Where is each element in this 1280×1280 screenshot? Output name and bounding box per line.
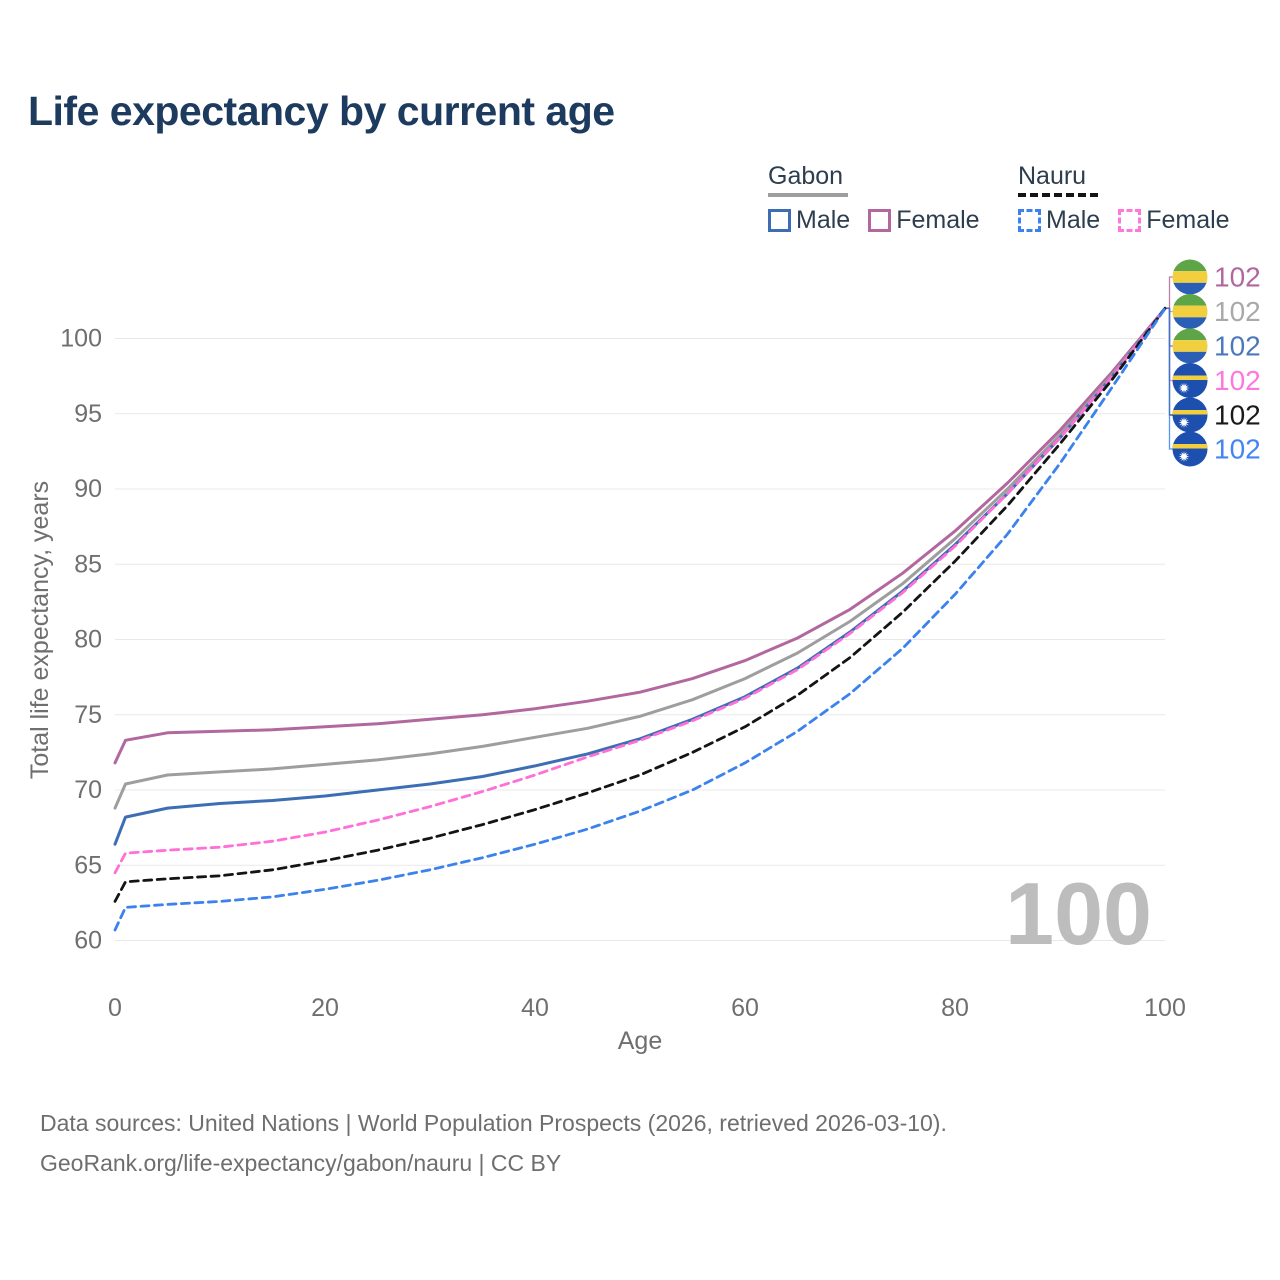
legend-group-nauru: Nauru Male Female xyxy=(1018,162,1230,235)
nauru-flag-icon xyxy=(1172,431,1208,467)
gabon-flag-icon xyxy=(1172,259,1208,295)
gabon-female-swatch-icon xyxy=(868,209,892,232)
series-line-nauru-both-sexes[interactable] xyxy=(113,307,1167,903)
nauru-line-style-swatch xyxy=(1018,193,1098,197)
x-tick-label-100: 100 xyxy=(1144,994,1186,1022)
nauru-female-swatch-icon xyxy=(1118,209,1142,232)
y-tick-label-95: 95 xyxy=(74,400,102,428)
legend-item-nauru-male-label: Male xyxy=(1046,206,1101,234)
end-value-label-nauru-male: 102 xyxy=(1214,434,1261,465)
series-line-nauru-male[interactable] xyxy=(113,307,1167,932)
series-line-gabon-female[interactable] xyxy=(113,306,1167,765)
end-value-label-gabon-both-sexes: 102 xyxy=(1214,296,1261,327)
x-tick-label-20: 20 xyxy=(311,994,339,1022)
footer-attribution-link[interactable]: GeoRank.org/life-expectancy/gabon/nauru … xyxy=(40,1150,562,1176)
y-tick-label-100: 100 xyxy=(60,325,102,353)
leader-line-nauru-male xyxy=(1165,307,1175,450)
legend-item-nauru-female[interactable]: Female xyxy=(1118,206,1230,235)
series-line-nauru-female[interactable] xyxy=(113,307,1167,875)
nauru-male-swatch-icon xyxy=(1018,209,1041,232)
end-value-label-gabon-male: 102 xyxy=(1214,331,1261,362)
legend-item-gabon-female[interactable]: Female xyxy=(868,206,980,235)
legend-item-nauru-male[interactable]: Male xyxy=(1018,206,1100,235)
x-axis-title: Age xyxy=(618,1027,662,1055)
page-title: Life expectancy by current age xyxy=(28,88,615,134)
y-tick-label-75: 75 xyxy=(74,701,102,729)
x-tick-label-0: 0 xyxy=(108,994,122,1022)
nauru-flag-icon xyxy=(1172,397,1208,433)
x-tick-label-60: 60 xyxy=(731,994,759,1022)
gabon-line-style-swatch xyxy=(768,193,848,197)
series-line-gabon-male[interactable] xyxy=(113,306,1167,846)
legend-group-gabon-title[interactable]: Gabon xyxy=(768,162,844,190)
age-counter-watermark: 100 xyxy=(1005,864,1152,963)
legend-item-gabon-male-label: Male xyxy=(796,206,851,234)
y-tick-label-80: 80 xyxy=(74,626,102,654)
y-tick-label-60: 60 xyxy=(74,927,102,955)
end-value-label-gabon-female: 102 xyxy=(1214,262,1261,293)
end-value-label-nauru-female: 102 xyxy=(1214,365,1261,396)
x-tick-label-80: 80 xyxy=(941,994,969,1022)
legend: Gabon Male Female Nauru Male xyxy=(0,0,1280,250)
series-line-gabon-both-sexes[interactable] xyxy=(113,306,1167,810)
gabon-flag-icon xyxy=(1172,294,1208,329)
y-axis-title: Total life expectancy, years xyxy=(26,481,54,779)
legend-item-nauru-female-label: Female xyxy=(1146,206,1230,234)
legend-item-gabon-female-label: Female xyxy=(896,206,980,234)
y-tick-label-85: 85 xyxy=(74,550,102,578)
y-tick-label-90: 90 xyxy=(74,475,102,503)
legend-item-gabon-male[interactable]: Male xyxy=(768,206,850,235)
legend-group-gabon: Gabon Male Female xyxy=(768,162,980,235)
y-tick-label-70: 70 xyxy=(74,776,102,804)
y-tick-label-65: 65 xyxy=(74,851,102,879)
nauru-flag-icon xyxy=(1172,363,1208,398)
x-tick-label-40: 40 xyxy=(521,994,549,1022)
end-value-label-nauru-both-sexes: 102 xyxy=(1214,400,1261,431)
legend-group-nauru-title[interactable]: Nauru xyxy=(1018,162,1087,190)
gabon-male-swatch-icon xyxy=(768,209,791,232)
gabon-flag-icon xyxy=(1172,328,1208,364)
footer-data-sources: Data sources: United Nations | World Pop… xyxy=(40,1110,947,1136)
